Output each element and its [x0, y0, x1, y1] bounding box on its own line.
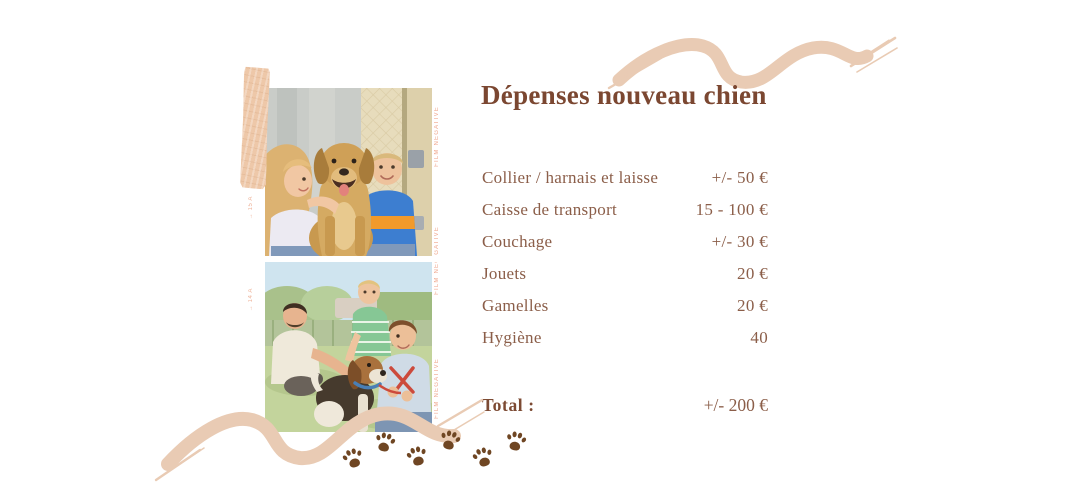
paw-print-icon [342, 448, 362, 468]
washi-tape-decoration [240, 67, 270, 190]
expense-value: 15 - 100 € [695, 200, 768, 219]
expense-value: +/- 30 € [711, 232, 768, 251]
expense-row: Collier / harnais et laisse +/- 50 € [482, 162, 768, 194]
paw-print-icon [441, 430, 461, 450]
page-title: Dépenses nouveau chien [481, 80, 767, 110]
paw-print-icon [376, 432, 396, 452]
expense-row: Gamelles 20 € [482, 290, 768, 322]
total-label: Total : [482, 394, 535, 415]
film-frame-marker: → 15 A [248, 196, 254, 220]
expense-row: Caisse de transport 15 - 100 € [482, 194, 768, 226]
photo-shelter-kennel [265, 88, 432, 256]
expense-value: 20 € [737, 264, 768, 283]
total-row: Total : +/- 200 € [482, 389, 768, 421]
expense-label: Collier / harnais et laisse [482, 168, 659, 187]
film-negative-strip-bottom: FILM NEGATIVE FILM NEGATIVE [433, 262, 445, 432]
expense-label: Jouets [482, 264, 527, 283]
film-negative-strip-top: FILM NEGATIVE FILM NEGATIVE [433, 88, 445, 256]
expense-value: 20 € [737, 296, 768, 315]
expense-row: Hygiène 40 [482, 322, 768, 354]
expense-label: Caisse de transport [482, 200, 618, 219]
paw-print-icon [472, 447, 492, 467]
expense-label: Gamelles [482, 296, 549, 315]
expense-value: +/- 50 € [711, 168, 768, 187]
film-negative-label: FILM NEGATIVE [434, 106, 440, 167]
expense-list: Collier / harnais et laisse +/- 50 € Cai… [482, 162, 768, 354]
film-negative-label: FILM NEGATIVE [434, 226, 440, 256]
photo-outdoor-adoption-art [265, 262, 432, 432]
expense-row: Jouets 20 € [482, 258, 768, 290]
photo-shelter-kennel-art [265, 88, 432, 256]
expense-label: Hygiène [482, 328, 542, 347]
film-negative-label: FILM NEGATIVE [434, 262, 440, 295]
paw-print-icon [406, 446, 426, 466]
photo-outdoor-adoption [265, 262, 432, 432]
paw-print-icon [507, 431, 527, 451]
film-frame-marker: → 14 A [248, 288, 254, 312]
expense-row: Couchage +/- 30 € [482, 226, 768, 258]
film-negative-label: FILM NEGATIVE [434, 358, 440, 419]
expense-label: Couchage [482, 232, 553, 251]
total-value: +/- 200 € [703, 394, 768, 415]
expense-value: 40 [750, 328, 768, 347]
